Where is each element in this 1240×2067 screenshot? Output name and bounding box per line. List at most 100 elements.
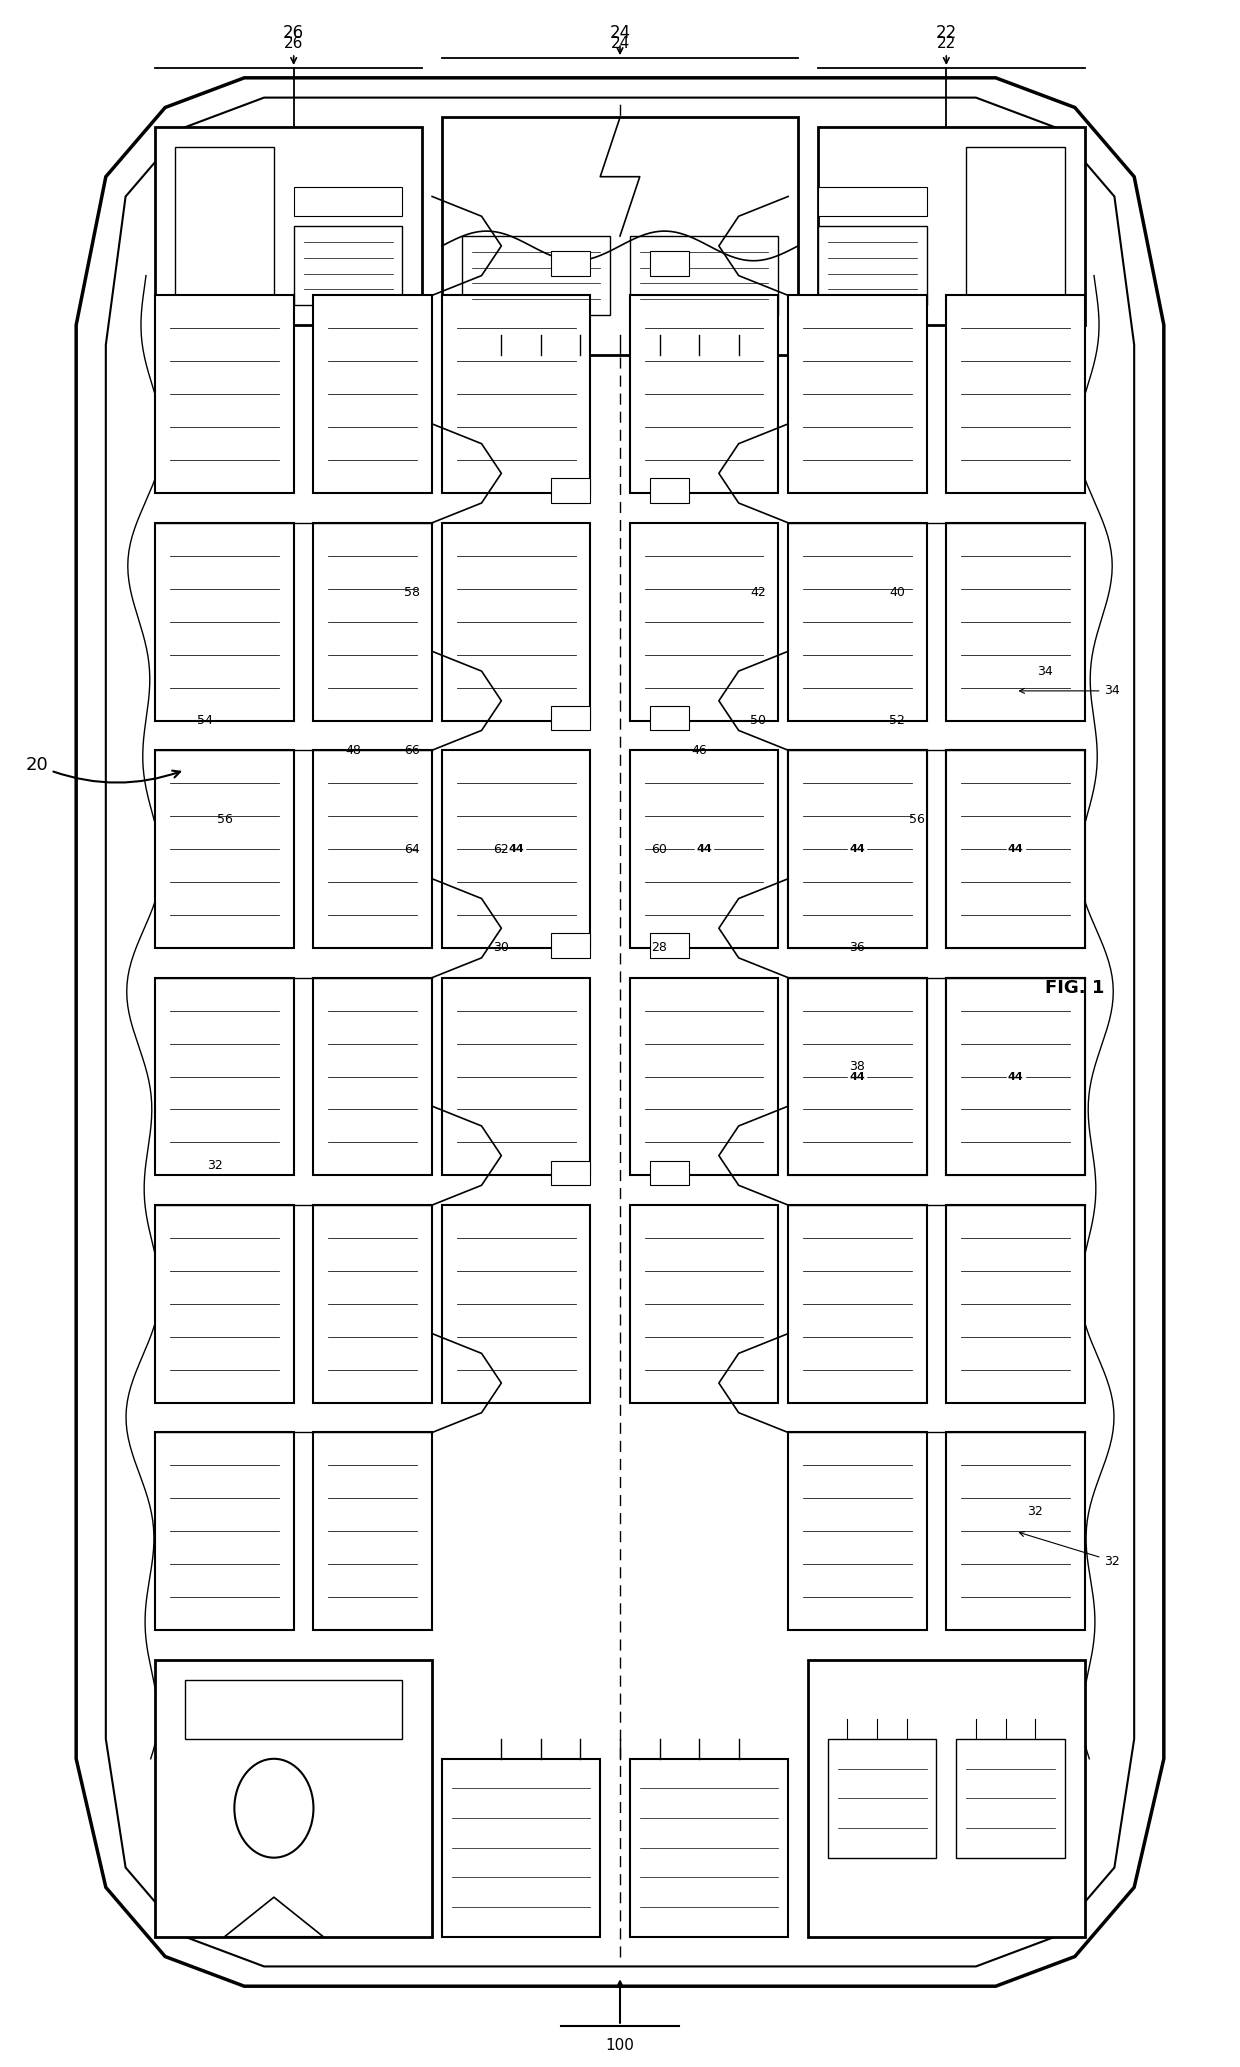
- Text: 32: 32: [1019, 1532, 1120, 1567]
- Bar: [441, 750, 590, 949]
- Text: 24: 24: [610, 35, 630, 52]
- Text: 46: 46: [691, 744, 707, 757]
- Text: 34: 34: [1019, 684, 1120, 697]
- Bar: [630, 978, 779, 1176]
- Bar: [294, 225, 403, 306]
- Text: 100: 100: [605, 2038, 635, 2053]
- Text: 56: 56: [217, 812, 232, 827]
- Text: 44: 44: [1008, 1071, 1023, 1081]
- Bar: [817, 128, 1085, 325]
- Bar: [808, 1660, 1085, 1937]
- Bar: [789, 523, 926, 721]
- Text: 44: 44: [849, 1071, 866, 1081]
- Text: 52: 52: [889, 713, 905, 728]
- Bar: [314, 978, 432, 1176]
- Bar: [946, 523, 1085, 721]
- Bar: [946, 1205, 1085, 1403]
- Bar: [650, 477, 689, 502]
- Bar: [789, 750, 926, 949]
- Bar: [650, 932, 689, 957]
- Text: 22: 22: [936, 25, 957, 41]
- Bar: [789, 978, 926, 1176]
- Bar: [551, 932, 590, 957]
- Text: 32: 32: [207, 1160, 222, 1172]
- Bar: [175, 147, 274, 306]
- Bar: [155, 523, 294, 721]
- Bar: [441, 523, 590, 721]
- Text: 44: 44: [849, 843, 866, 854]
- Bar: [461, 236, 610, 314]
- Bar: [946, 1432, 1085, 1631]
- Bar: [441, 978, 590, 1176]
- Bar: [817, 186, 926, 217]
- Bar: [946, 978, 1085, 1176]
- Bar: [946, 750, 1085, 949]
- Text: 64: 64: [404, 843, 420, 856]
- Text: 40: 40: [889, 585, 905, 599]
- Text: 38: 38: [849, 1060, 866, 1073]
- Text: 24: 24: [609, 25, 631, 41]
- Text: 44: 44: [696, 843, 712, 854]
- Text: 28: 28: [651, 940, 667, 955]
- Bar: [946, 750, 1085, 949]
- Text: 62: 62: [494, 843, 510, 856]
- Text: 44: 44: [508, 843, 525, 854]
- Text: FIG. 1: FIG. 1: [1045, 978, 1105, 996]
- Bar: [314, 1205, 432, 1403]
- Bar: [966, 147, 1065, 306]
- Bar: [155, 1205, 294, 1403]
- Text: 54: 54: [197, 713, 212, 728]
- Text: 34: 34: [1038, 666, 1053, 678]
- Bar: [630, 1759, 789, 1937]
- Bar: [956, 1738, 1065, 1858]
- Bar: [946, 296, 1085, 494]
- Bar: [155, 128, 423, 325]
- Bar: [294, 186, 403, 217]
- Bar: [155, 1660, 432, 1937]
- Bar: [441, 1205, 590, 1403]
- Bar: [827, 1738, 936, 1858]
- Bar: [789, 978, 926, 1176]
- Bar: [630, 523, 779, 721]
- Bar: [441, 118, 799, 356]
- Text: 56: 56: [909, 812, 925, 827]
- Bar: [946, 978, 1085, 1176]
- Text: 36: 36: [849, 940, 866, 955]
- Bar: [314, 750, 432, 949]
- Text: 48: 48: [345, 744, 361, 757]
- Bar: [650, 1160, 689, 1184]
- Bar: [817, 225, 926, 306]
- Text: 42: 42: [750, 585, 766, 599]
- Bar: [551, 477, 590, 502]
- Bar: [155, 1432, 294, 1631]
- Text: 22: 22: [936, 35, 956, 52]
- Bar: [314, 296, 432, 494]
- Bar: [650, 705, 689, 730]
- Bar: [155, 296, 294, 494]
- Bar: [185, 1680, 403, 1738]
- Text: 26: 26: [283, 25, 304, 41]
- Bar: [155, 978, 294, 1176]
- Bar: [630, 296, 779, 494]
- Bar: [551, 705, 590, 730]
- Text: 58: 58: [404, 585, 420, 599]
- Bar: [314, 1432, 432, 1631]
- Bar: [155, 750, 294, 949]
- Bar: [630, 1205, 779, 1403]
- Text: 20: 20: [25, 757, 180, 783]
- Text: 60: 60: [651, 843, 667, 856]
- Bar: [789, 296, 926, 494]
- Bar: [630, 750, 779, 949]
- Text: 32: 32: [1028, 1505, 1043, 1517]
- Text: 26: 26: [284, 35, 304, 52]
- Bar: [441, 296, 590, 494]
- Bar: [441, 1759, 600, 1937]
- Bar: [551, 1160, 590, 1184]
- Bar: [789, 750, 926, 949]
- Bar: [630, 236, 779, 314]
- Text: 30: 30: [494, 940, 510, 955]
- Bar: [789, 1432, 926, 1631]
- Text: 50: 50: [750, 713, 766, 728]
- Text: 44: 44: [1008, 843, 1023, 854]
- Bar: [789, 1205, 926, 1403]
